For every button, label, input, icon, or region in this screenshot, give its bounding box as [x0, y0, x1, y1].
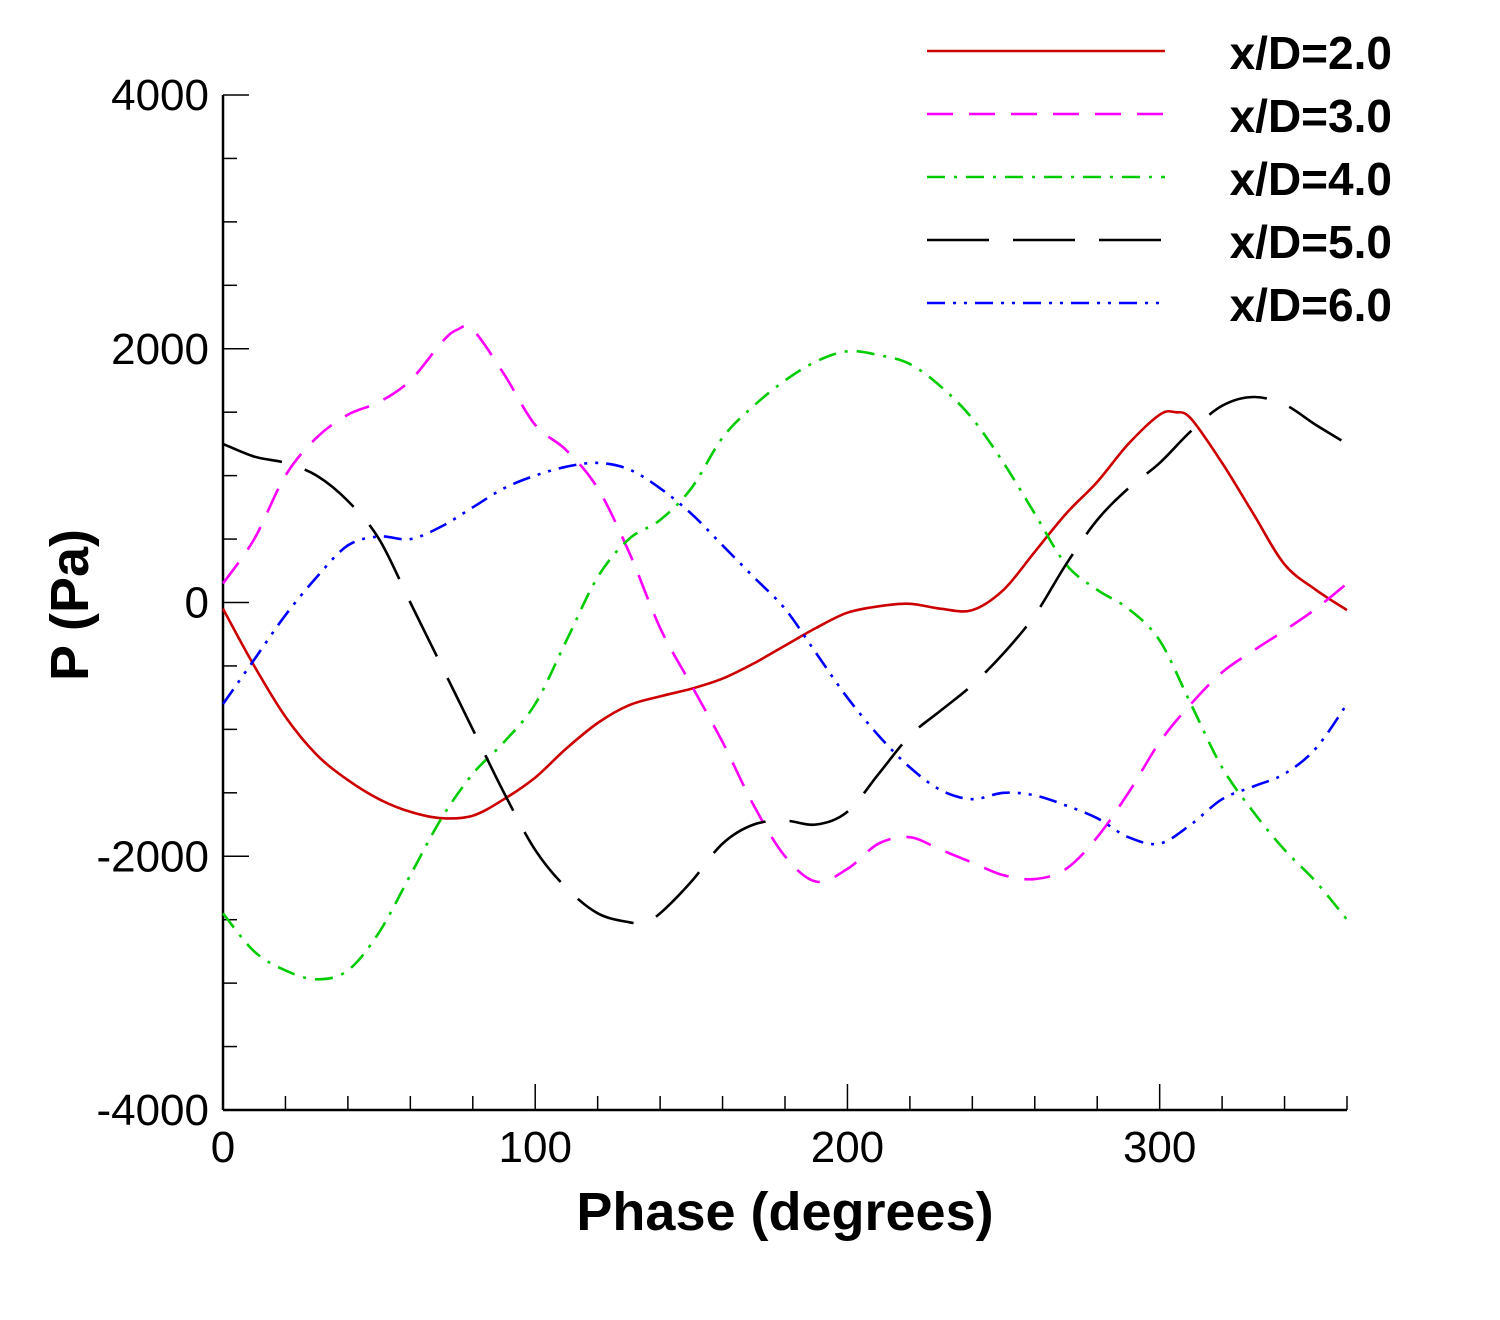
legend-label-x-d-3-0: x/D=3.0	[1230, 90, 1392, 142]
legend-label-x-d-6-0: x/D=6.0	[1230, 279, 1392, 331]
x-tick-label: 300	[1123, 1123, 1196, 1172]
axes	[221, 95, 1347, 1112]
series-lines	[221, 324, 1349, 981]
x-tick-label: 0	[211, 1123, 235, 1172]
legend: x/D=2.0 x/D=3.0 x/D=4.0 x/D=5.0 x/D=6.0	[927, 27, 1392, 331]
series-line-x-d-3-0	[221, 324, 1348, 884]
y-tick-label: 0	[185, 579, 209, 628]
legend-label-x-d-5-0: x/D=5.0	[1230, 216, 1392, 268]
y-tick-label: -2000	[96, 832, 209, 881]
y-tick-label: 4000	[111, 71, 209, 120]
x-ticks: 0 100 200 300	[211, 1084, 1348, 1172]
legend-label-x-d-2-0: x/D=2.0	[1230, 27, 1392, 79]
y-tick-label: -4000	[96, 1086, 209, 1135]
x-axis-title: Phase (degrees)	[576, 1182, 993, 1242]
y-axis-title: P (Pa)	[40, 529, 100, 681]
series-line-x-d-4-0	[221, 349, 1349, 981]
x-tick-label: 200	[811, 1123, 884, 1172]
legend-label-x-d-4-0: x/D=4.0	[1230, 153, 1392, 205]
y-tick-label: 2000	[111, 325, 209, 374]
series-line-x-d-2-0	[221, 409, 1348, 820]
y-ticks: -4000 -2000 0 2000 4000	[96, 71, 249, 1135]
x-tick-label: 100	[499, 1123, 572, 1172]
series-line-x-d-6-0	[221, 461, 1349, 846]
series-line-x-d-5-0	[222, 395, 1348, 925]
